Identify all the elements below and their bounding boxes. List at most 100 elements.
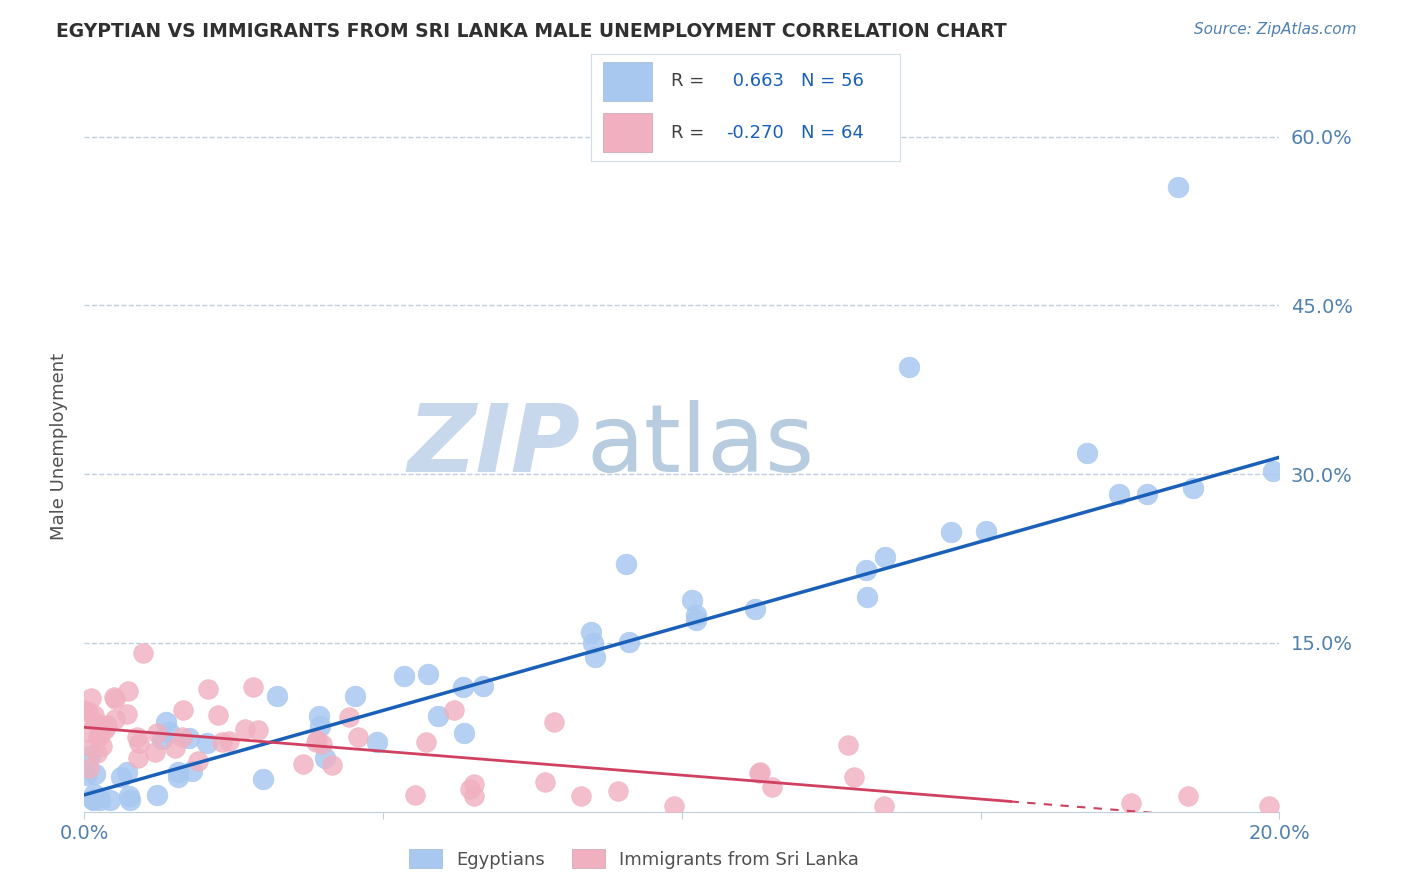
Point <box>118 789 141 803</box>
Point <box>321 758 343 772</box>
Point <box>543 715 565 730</box>
Point <box>873 799 896 814</box>
Bar <box>603 62 652 101</box>
Point <box>110 770 132 784</box>
Text: EGYPTIAN VS IMMIGRANTS FROM SRI LANKA MALE UNEMPLOYMENT CORRELATION CHART: EGYPTIAN VS IMMIGRANTS FROM SRI LANKA MA… <box>56 22 1007 41</box>
Point <box>89 728 111 742</box>
Point <box>307 733 329 747</box>
Point <box>748 765 770 780</box>
Point <box>974 524 997 538</box>
Point <box>76 724 98 739</box>
Point <box>96 718 118 732</box>
Point <box>898 360 921 375</box>
Text: Source: ZipAtlas.com: Source: ZipAtlas.com <box>1194 22 1357 37</box>
Point <box>347 730 370 744</box>
Point <box>292 757 315 772</box>
Point <box>233 722 256 736</box>
Point <box>104 712 127 726</box>
Point <box>614 557 637 571</box>
Point <box>416 667 439 681</box>
Text: R =: R = <box>671 124 710 142</box>
Point <box>404 788 426 802</box>
Point <box>366 734 388 748</box>
Point <box>304 735 326 749</box>
Point <box>103 690 125 704</box>
Point <box>84 714 107 729</box>
Point <box>128 736 150 750</box>
Point <box>80 691 103 706</box>
Point <box>83 787 105 801</box>
Point <box>1177 789 1199 804</box>
Text: -0.270: -0.270 <box>727 124 785 142</box>
Point <box>471 679 494 693</box>
Point <box>104 691 127 706</box>
Point <box>252 772 274 786</box>
Point <box>685 608 707 623</box>
Point <box>1263 464 1285 478</box>
Point <box>165 741 187 756</box>
Point <box>1136 487 1159 501</box>
Point <box>197 736 219 750</box>
Point <box>91 739 114 754</box>
Point <box>155 714 177 729</box>
Point <box>157 724 180 739</box>
Point <box>187 754 209 768</box>
Point <box>143 745 166 759</box>
Point <box>266 689 288 703</box>
Point <box>855 591 877 605</box>
Point <box>73 703 96 717</box>
Point <box>311 737 333 751</box>
Point <box>569 789 592 803</box>
Point <box>681 593 703 607</box>
Point <box>533 775 555 789</box>
Point <box>685 613 707 627</box>
Point <box>463 776 485 790</box>
Point <box>166 770 188 784</box>
Point <box>79 748 101 763</box>
Point <box>152 732 174 747</box>
Point <box>127 751 149 765</box>
Point <box>583 649 606 664</box>
Point <box>308 708 330 723</box>
Point <box>606 784 628 798</box>
Legend: Egyptians, Immigrants from Sri Lanka: Egyptians, Immigrants from Sri Lanka <box>402 842 866 876</box>
Point <box>167 764 190 779</box>
Point <box>170 730 193 744</box>
Point <box>749 765 772 780</box>
Point <box>115 765 138 780</box>
Point <box>115 706 138 721</box>
Text: ZIP: ZIP <box>408 400 581 492</box>
Point <box>242 680 264 694</box>
Point <box>146 788 169 802</box>
Point <box>415 734 437 748</box>
Point <box>1167 180 1189 194</box>
Point <box>458 782 481 797</box>
Point <box>246 723 269 737</box>
Point <box>844 770 866 784</box>
Point <box>79 761 101 775</box>
Point <box>83 708 105 723</box>
Point <box>1119 796 1142 810</box>
Point <box>1182 481 1205 495</box>
Point <box>309 719 332 733</box>
Point <box>94 722 117 736</box>
Point <box>579 624 602 639</box>
Text: N = 56: N = 56 <box>801 72 863 90</box>
Point <box>172 703 194 717</box>
Point <box>761 780 783 795</box>
Point <box>207 707 229 722</box>
Point <box>181 764 204 778</box>
Point <box>463 789 485 804</box>
Point <box>146 726 169 740</box>
Point <box>1076 446 1098 460</box>
Text: R =: R = <box>671 72 710 90</box>
Point <box>211 735 233 749</box>
Point <box>453 726 475 740</box>
Point <box>197 681 219 696</box>
Point <box>132 646 155 660</box>
Point <box>86 746 108 760</box>
Point <box>87 730 110 744</box>
Point <box>314 750 336 764</box>
Point <box>939 524 962 539</box>
Point <box>89 793 111 807</box>
